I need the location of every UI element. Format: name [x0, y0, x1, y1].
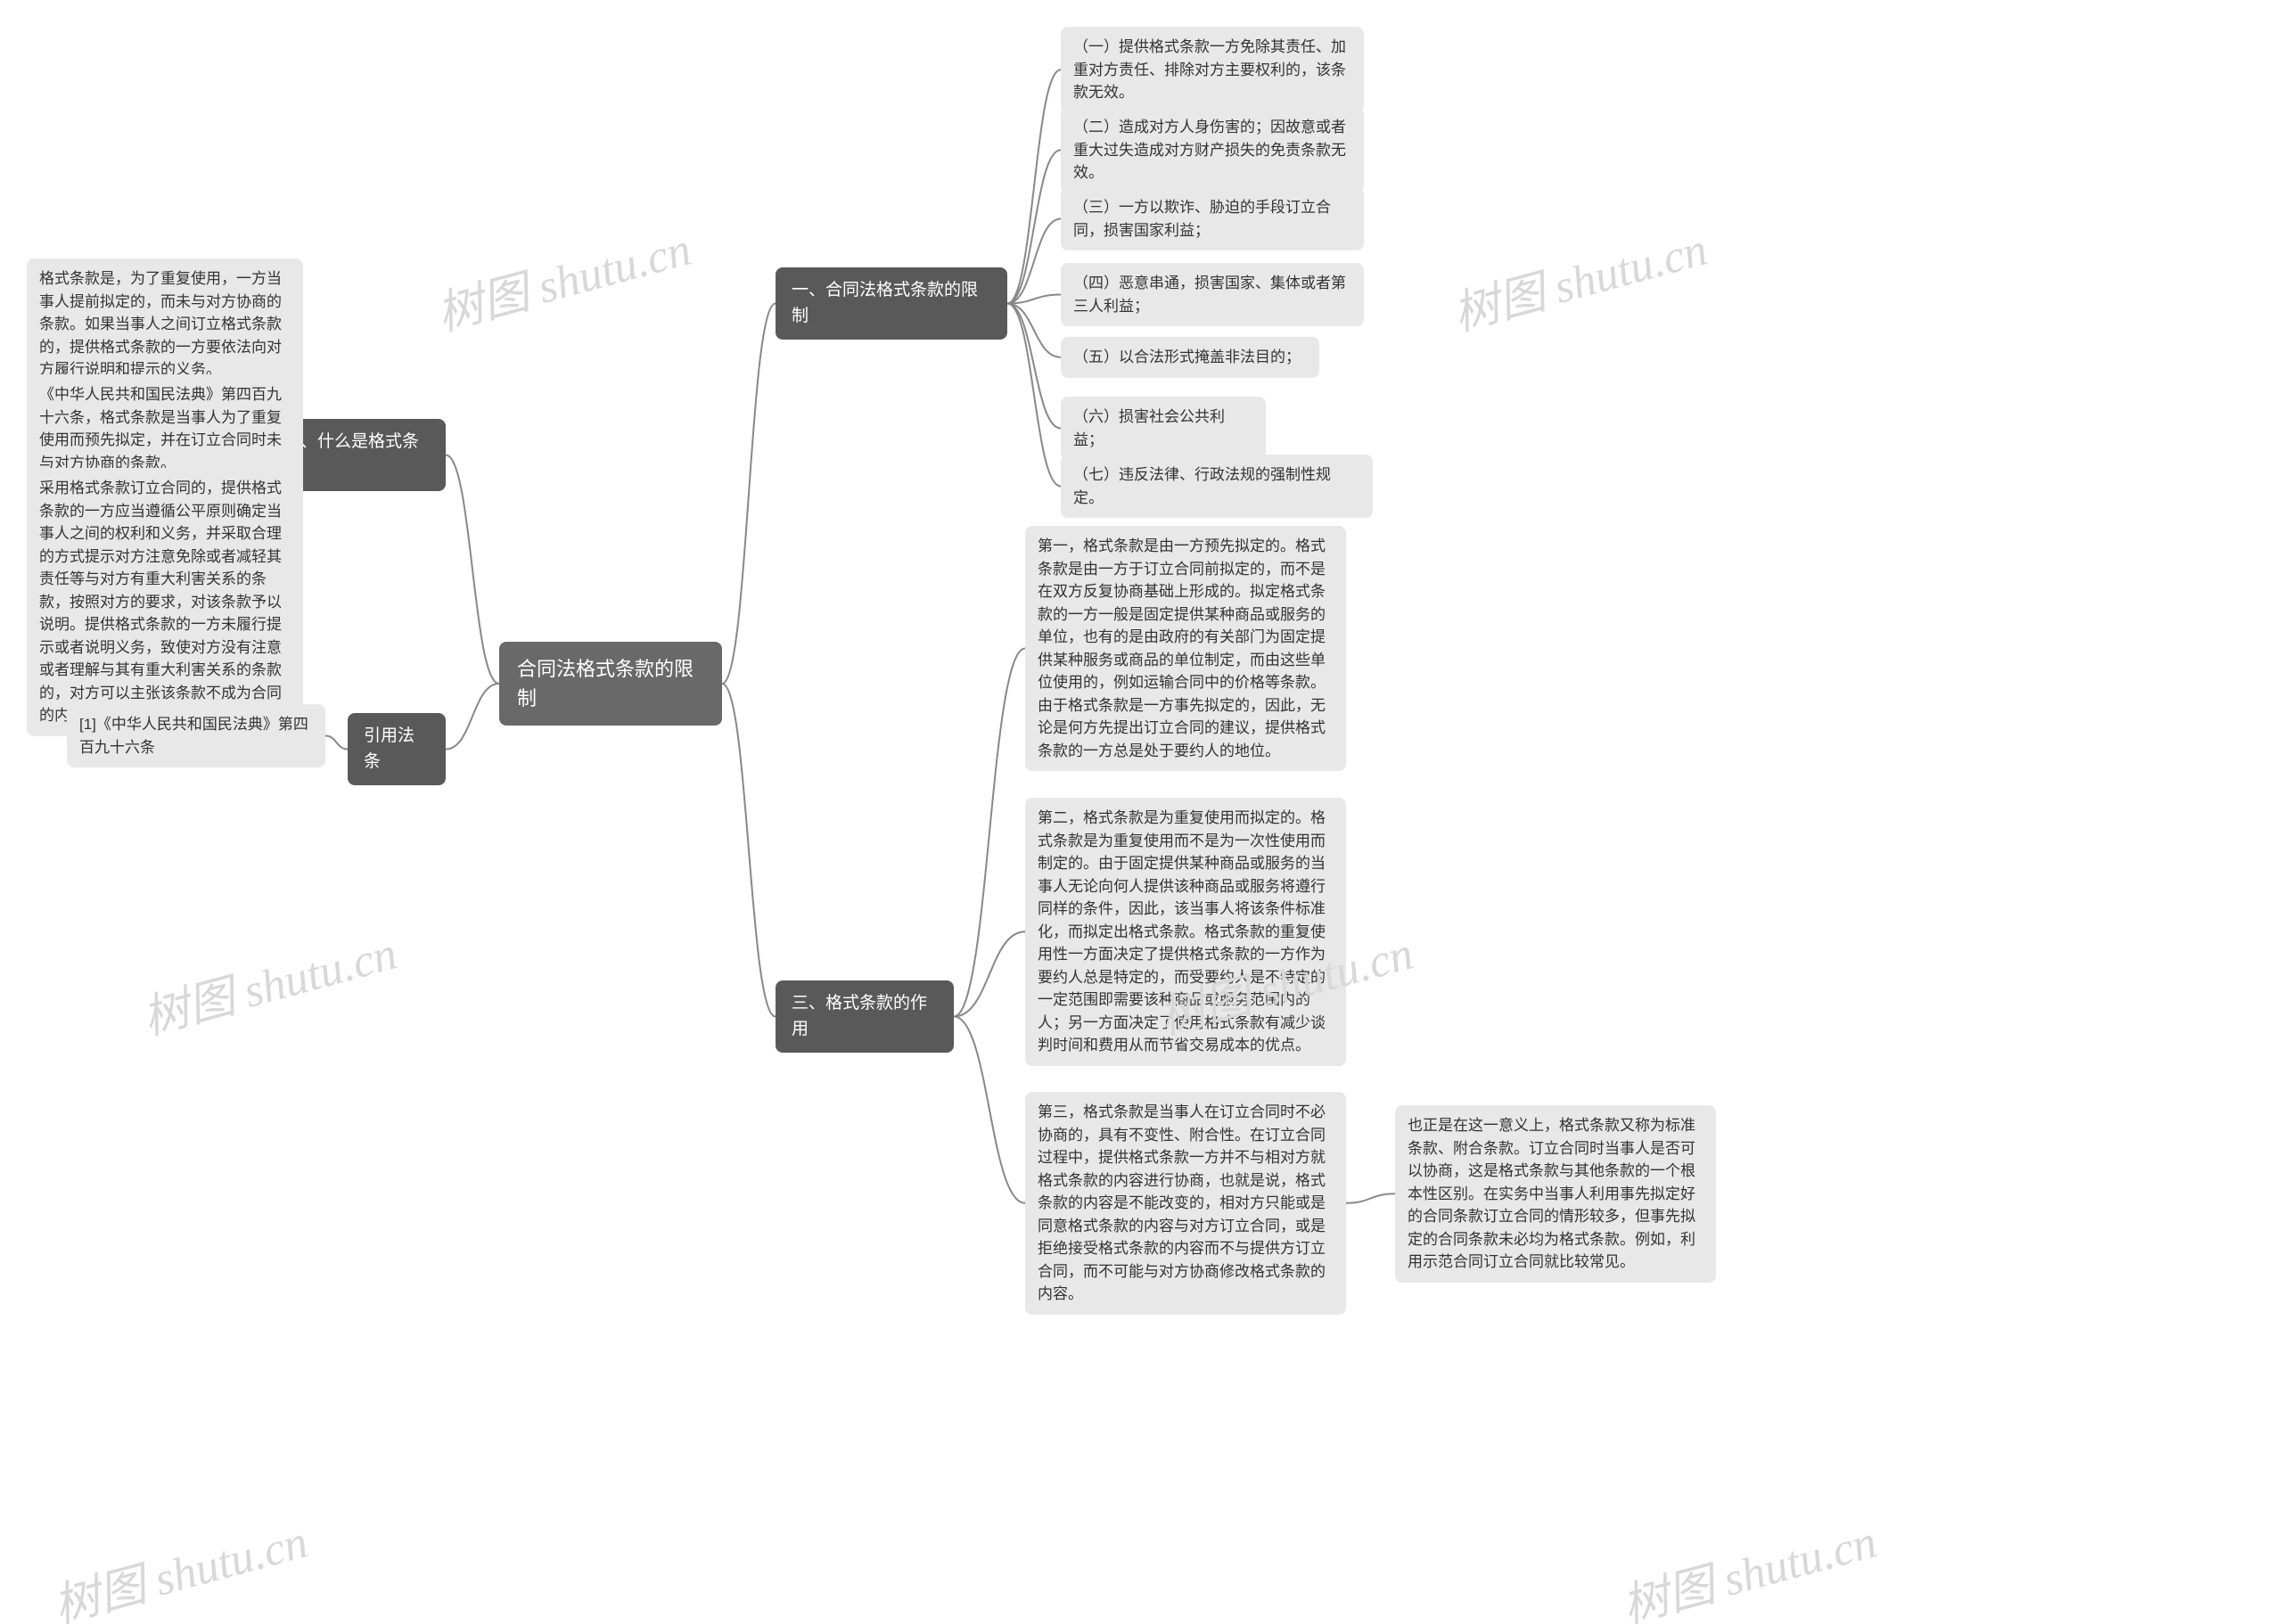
- branch-3: 三、格式条款的作用: [776, 980, 954, 1053]
- branch-1: 一、合同法格式条款的限制: [776, 267, 1007, 340]
- branch-1-leaf-4: （四）恶意串通，损害国家、集体或者第三人利益；: [1061, 263, 1364, 326]
- branch-3-leaf-2: 第二，格式条款是为重复使用而拟定的。格式条款是为重复使用而不是为一次性使用而制定…: [1025, 798, 1346, 1066]
- branch-2-leaf-2: 《中华人民共和国民法典》第四百九十六条，格式条款是当事人为了重复使用而预先拟定，…: [27, 374, 303, 483]
- branch-4: 引用法条: [348, 713, 446, 785]
- branch-1-leaf-6: （六）损害社会公共利益；: [1061, 397, 1266, 460]
- branch-3-leaf-3: 第三，格式条款是当事人在订立合同时不必协商的，具有不变性、附合性。在订立合同过程…: [1025, 1092, 1346, 1315]
- branch-3-leaf-1: 第一，格式条款是由一方预先拟定的。格式条款是由一方于订立合同前拟定的，而不是在双…: [1025, 526, 1346, 771]
- watermark: 树图 shutu.cn: [45, 1504, 314, 1624]
- branch-1-leaf-1: （一）提供格式条款一方免除其责任、加重对方责任、排除对方主要权利的，该条款无效。: [1061, 27, 1364, 113]
- branch-4-leaf-1: [1]《中华人民共和国民法典》第四百九十六条: [67, 704, 325, 767]
- watermark: 树图 shutu.cn: [1445, 211, 1713, 343]
- branch-1-leaf-3: （三）一方以欺诈、胁迫的手段订立合同，损害国家利益；: [1061, 187, 1364, 250]
- branch-2-leaf-3: 采用格式条款订立合同的，提供格式条款的一方应当遵循公平原则确定当事人之间的权利和…: [27, 468, 303, 736]
- branch-1-leaf-7: （七）违反法律、行政法规的强制性规定。: [1061, 455, 1373, 518]
- branch-1-leaf-2: （二）造成对方人身伤害的；因故意或者重大过失造成对方财产损失的免责条款无效。: [1061, 107, 1364, 193]
- branch-3-leaf-3a: 也正是在这一意义上，格式条款又称为标准条款、附合条款。订立合同时当事人是否可以协…: [1395, 1105, 1716, 1283]
- watermark: 树图 shutu.cn: [135, 915, 403, 1047]
- branch-2-leaf-1: 格式条款是，为了重复使用，一方当事人提前拟定的，而未与对方协商的条款。如果当事人…: [27, 258, 303, 390]
- mindmap-root: 合同法格式条款的限制: [499, 642, 722, 726]
- branch-1-leaf-5: （五）以合法形式掩盖非法目的；: [1061, 337, 1319, 378]
- watermark: 树图 shutu.cn: [429, 211, 697, 343]
- watermark: 树图 shutu.cn: [1614, 1504, 1883, 1624]
